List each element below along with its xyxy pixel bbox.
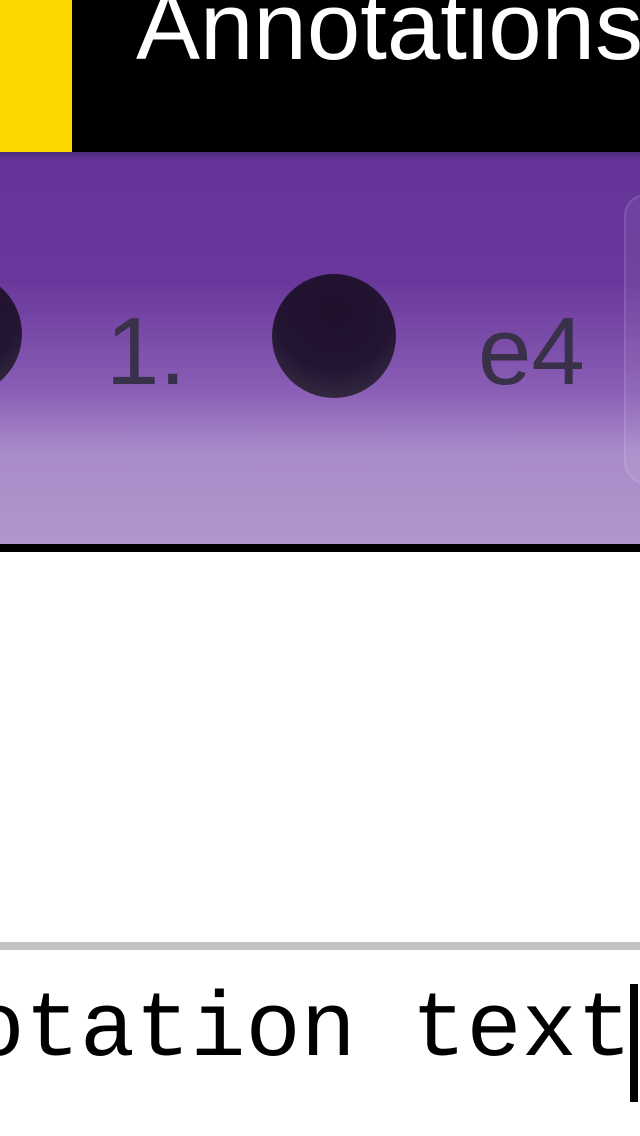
move-marker-icon[interactable] <box>272 274 396 398</box>
divider <box>0 942 640 950</box>
header-bar: ‹ Annotations <box>0 0 640 152</box>
annotation-input[interactable]: Annotation text <box>0 950 640 1136</box>
move-san[interactable]: e4 <box>478 298 585 405</box>
annotation-text[interactable]: Annotation text <box>0 978 632 1083</box>
move-card[interactable] <box>624 194 640 484</box>
divider <box>0 544 640 552</box>
move-marker-icon[interactable] <box>0 272 22 396</box>
chevron-left-icon: ‹ <box>0 0 4 84</box>
back-button[interactable]: ‹ <box>0 0 72 152</box>
page-title: Annotations <box>136 0 640 80</box>
text-cursor <box>630 984 638 1102</box>
move-strip[interactable]: 1. e4 <box>0 152 640 544</box>
content-area <box>0 552 640 942</box>
move-number[interactable]: 1. <box>106 298 187 405</box>
